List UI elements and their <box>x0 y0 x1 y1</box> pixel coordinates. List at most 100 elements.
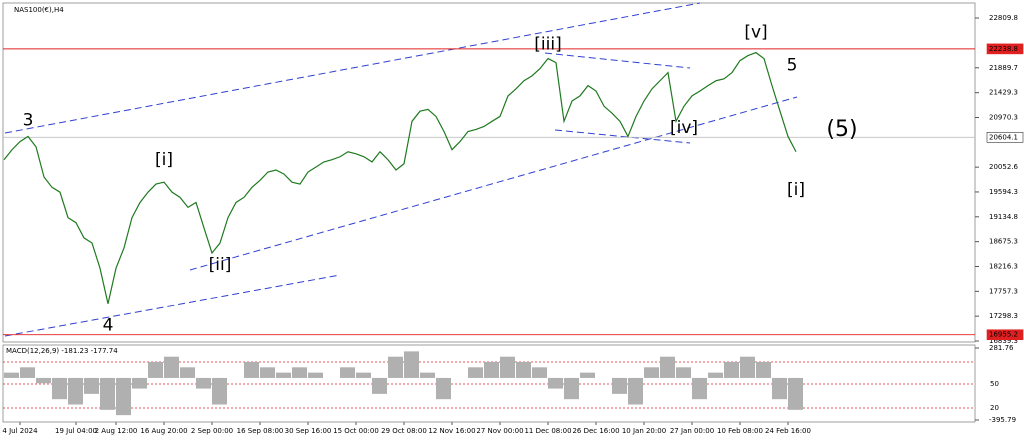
macd-bar <box>756 362 771 378</box>
macd-bar <box>292 367 307 378</box>
macd-bar <box>308 372 323 378</box>
wave-label: 4 <box>103 316 114 336</box>
y-tick-label: 22809.8 <box>989 14 1018 22</box>
macd-bar <box>116 377 131 416</box>
macd-bar <box>612 377 627 394</box>
macd-bar <box>36 377 51 384</box>
y-tick-label: 18675.3 <box>989 238 1018 246</box>
trend-line <box>544 52 691 69</box>
macd-bar <box>548 377 563 389</box>
wave-label: [i] <box>155 150 173 170</box>
macd-bar <box>180 367 195 378</box>
macd-bar <box>724 362 739 378</box>
trend-line <box>4 2 701 134</box>
macd-bar <box>692 377 707 400</box>
macd-bar <box>244 362 259 378</box>
x-tick-label: 24 Feb 16:00 <box>765 427 811 435</box>
trend-line <box>4 274 341 337</box>
macd-bar <box>708 372 723 378</box>
y-tick-label: 19594.3 <box>989 188 1018 196</box>
symbol-title: NAS100(€),H4 <box>14 6 64 14</box>
macd-bar <box>356 372 371 378</box>
macd-bar <box>260 367 275 378</box>
y-tick-label: 17298.3 <box>989 312 1018 320</box>
macd-bar <box>68 377 83 405</box>
level-box <box>986 329 1024 341</box>
macd-bar <box>436 377 451 400</box>
macd-bar <box>148 362 163 378</box>
x-tick-label: 27 Nov 00:00 <box>476 427 523 435</box>
x-tick-label: 29 Oct 08:00 <box>381 427 427 435</box>
level-label: 16955.2 <box>989 331 1018 339</box>
x-tick-label: 15 Oct 00:00 <box>333 427 379 435</box>
y-tick-label: 17757.3 <box>989 287 1018 295</box>
x-tick-label: 27 Jan 00:00 <box>670 427 714 435</box>
x-tick-label: 10 Feb 08:00 <box>717 427 763 435</box>
macd-bar <box>564 377 579 400</box>
macd-bar <box>740 356 755 378</box>
x-tick-label: 30 Sep 16:00 <box>285 427 332 435</box>
macd-bar <box>276 372 291 378</box>
y-tick-label: 16839.3 <box>989 337 1018 345</box>
x-tick-label: 12 Nov 16:00 <box>428 427 475 435</box>
macd-bar <box>676 367 691 378</box>
macd-y-tick-label: -395.79 <box>989 416 1016 424</box>
y-tick-label: 19134.8 <box>989 213 1018 221</box>
y-tick-label: 21889.7 <box>989 64 1018 72</box>
y-tick-label: 21429.3 <box>989 89 1018 97</box>
level-label: 20604.1 <box>989 133 1018 141</box>
level-box <box>986 132 1024 143</box>
macd-bar <box>644 367 659 378</box>
x-tick-label: 10 Jan 20:00 <box>622 427 666 435</box>
macd-y-tick-label: 281.76 <box>989 344 1014 352</box>
wave-label: (5) <box>826 117 857 142</box>
macd-title: MACD(12,26,9) -181.23 -177.74 <box>6 347 118 355</box>
macd-bar <box>580 372 595 378</box>
macd-level-label: 50 <box>990 380 999 388</box>
macd-bar <box>484 362 499 378</box>
y-tick-label: 20052.6 <box>989 163 1018 171</box>
wave-label: 5 <box>787 56 798 76</box>
macd-bar <box>132 377 147 389</box>
x-tick-label: 11 Dec 08:00 <box>524 427 571 435</box>
x-tick-label: 2 Aug 12:00 <box>95 427 138 435</box>
x-tick-label: 4 Jul 2024 <box>2 427 38 435</box>
macd-panel <box>2 344 976 423</box>
macd-bar <box>340 367 355 378</box>
macd-level-label: 20 <box>990 404 999 412</box>
macd-bar <box>388 356 403 378</box>
trend-lines <box>4 2 798 337</box>
y-tick-label: 18216.3 <box>989 263 1018 271</box>
wave-label: [iv] <box>670 118 698 138</box>
y-tick-label: 20970.3 <box>989 114 1018 122</box>
x-tick-label: 26 Dec 16:00 <box>572 427 619 435</box>
level-label: 22238.8 <box>989 45 1018 53</box>
trend-line <box>554 129 691 144</box>
macd-bar <box>100 377 115 410</box>
macd-bar <box>52 377 67 400</box>
macd-bar <box>20 367 35 378</box>
macd-bar <box>372 377 387 394</box>
x-tick-label: 19 Jul 04:00 <box>55 427 97 435</box>
macd-bar <box>420 372 435 378</box>
wave-label: [i] <box>787 180 805 200</box>
macd-bar <box>4 372 19 378</box>
level-box <box>986 43 1024 55</box>
macd-bar <box>164 356 179 378</box>
wave-label: 3 <box>23 110 34 130</box>
wave-label: [v] <box>744 23 767 43</box>
price-line <box>3 51 797 304</box>
macd-bar <box>532 367 547 378</box>
macd-bar <box>772 377 787 400</box>
wave-label: [iii] <box>534 35 561 55</box>
main-panel <box>2 2 976 343</box>
macd-bar <box>196 377 211 389</box>
x-tick-label: 16 Sep 08:00 <box>237 427 284 435</box>
macd-bar <box>516 362 531 378</box>
macd-bar <box>500 356 515 378</box>
macd-bar <box>788 377 803 410</box>
macd-bar <box>660 356 675 378</box>
wave-label: [ii] <box>209 255 232 275</box>
macd-bar <box>404 351 419 378</box>
